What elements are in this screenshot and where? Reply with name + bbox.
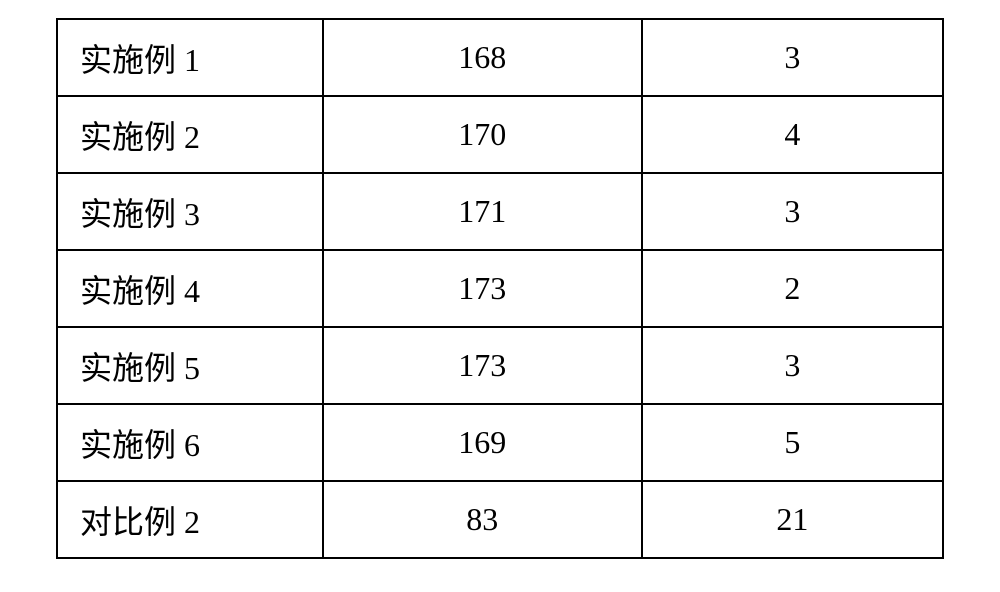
table-row: 对比例 2 83 21 [57,481,943,558]
cell-label: 实施例 5 [57,327,323,404]
table-row: 实施例 3 171 3 [57,173,943,250]
cell-label: 对比例 2 [57,481,323,558]
cell-value-1: 173 [323,250,642,327]
table-row: 实施例 4 173 2 [57,250,943,327]
cell-label: 实施例 1 [57,19,323,96]
data-table: 实施例 1 168 3 实施例 2 170 4 实施例 3 171 3 实施例 … [56,18,944,559]
cell-value-1: 169 [323,404,642,481]
cell-value-1: 173 [323,327,642,404]
cell-value-2: 3 [642,19,943,96]
cell-value-1: 83 [323,481,642,558]
cell-value-2: 3 [642,173,943,250]
table-container: 实施例 1 168 3 实施例 2 170 4 实施例 3 171 3 实施例 … [0,0,1000,577]
table-row: 实施例 5 173 3 [57,327,943,404]
table-row: 实施例 1 168 3 [57,19,943,96]
cell-value-2: 4 [642,96,943,173]
cell-value-1: 170 [323,96,642,173]
cell-label: 实施例 4 [57,250,323,327]
table-row: 实施例 6 169 5 [57,404,943,481]
cell-value-1: 171 [323,173,642,250]
cell-value-2: 2 [642,250,943,327]
cell-value-2: 3 [642,327,943,404]
cell-value-2: 21 [642,481,943,558]
cell-label: 实施例 2 [57,96,323,173]
cell-value-2: 5 [642,404,943,481]
table-row: 实施例 2 170 4 [57,96,943,173]
cell-label: 实施例 3 [57,173,323,250]
cell-value-1: 168 [323,19,642,96]
cell-label: 实施例 6 [57,404,323,481]
